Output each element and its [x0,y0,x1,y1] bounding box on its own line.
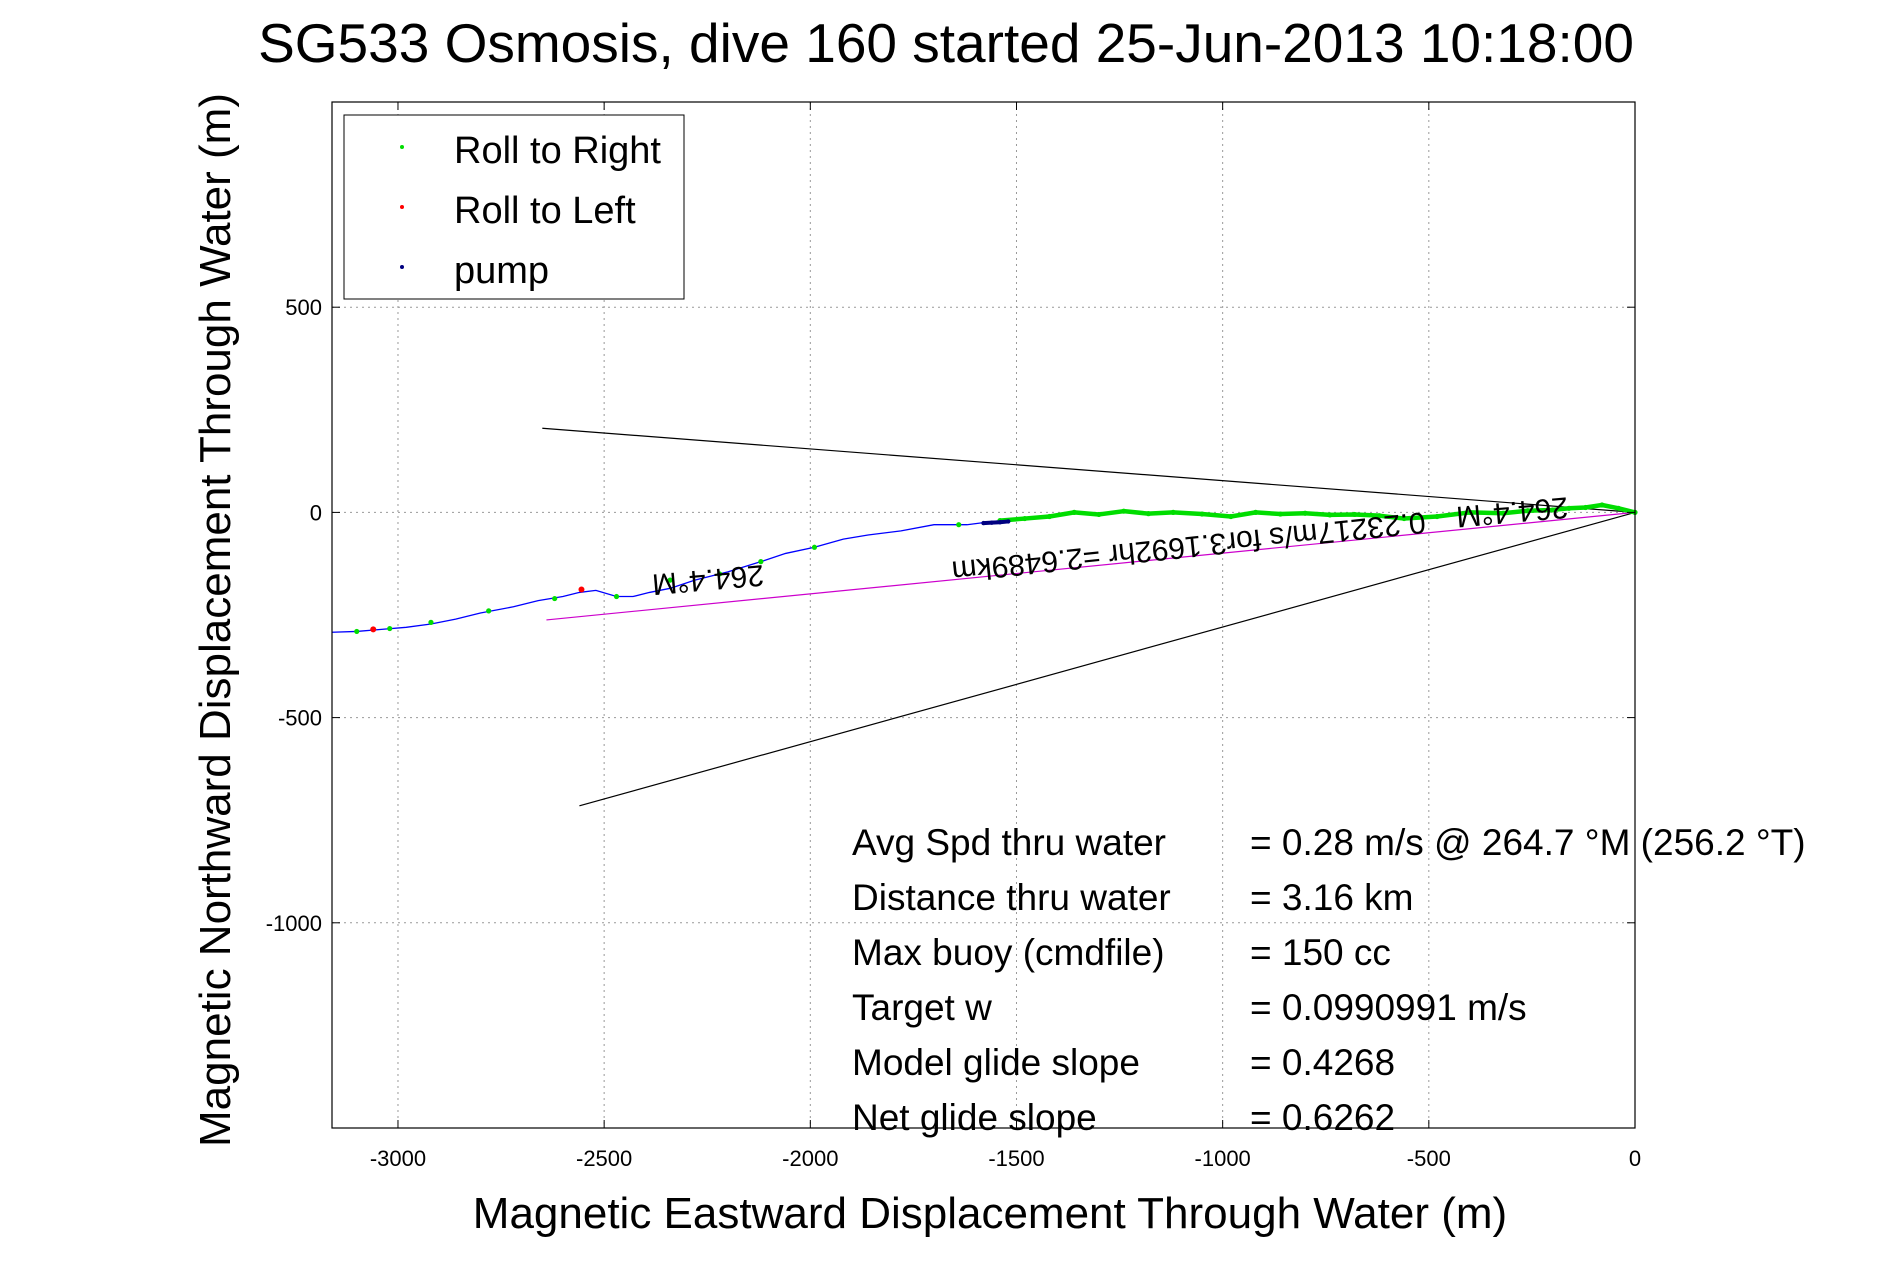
stat-label: Max buoy (cmdfile) [852,932,1165,973]
roll-right-point [1199,511,1205,517]
legend-marker [400,205,404,209]
roll-right-point [1549,507,1556,513]
roll-right-point [1566,505,1572,511]
reference-line [579,511,1636,807]
y-tick-label: 0 [310,500,322,525]
axis-ticks: -3000 -2500 -2000 -1500 -1000 -500 0 500 0 -500 -1… [266,102,1641,1171]
x-axis-label: Magnetic Eastward Displacement Through W… [473,1189,1507,1238]
roll-right-point [1228,513,1234,520]
roll-left-point [370,626,377,633]
pump-segment [983,519,1009,526]
y-tick-label: 500 [285,295,322,320]
roll-right-point [758,559,764,565]
roll-right-point [1145,511,1152,517]
stat-value: = 0.28 m/s @ 264.7 °M (256.2 °T) [1250,822,1806,863]
roll-right-point [1500,510,1506,516]
roll-right-point [1096,511,1102,518]
x-tick-label: -1000 [1195,1146,1251,1171]
stat-value: = 0.4268 [1250,1042,1395,1083]
legend-label: pump [454,250,549,292]
roll-right-point [1434,513,1440,520]
legend-label: Roll to Right [454,130,661,172]
roll-right-point [354,628,360,635]
stat-value: = 3.16 km [1250,877,1414,918]
gridlines [332,102,1635,1128]
reference-line [542,427,1636,513]
roll-right-point [1277,511,1283,517]
stat-label: Distance thru water [852,877,1171,918]
chart-title: SG533 Osmosis, dive 160 started 25-Jun-2… [258,12,1634,74]
x-tick-label: -1500 [988,1146,1044,1171]
roll-right-point [1071,509,1077,515]
y-axis-label: Magnetic Northward Displacement Through … [191,93,240,1147]
stat-label: Avg Spd thru water [852,822,1166,863]
stats-block: Avg Spd thru water = 0.28 m/s @ 264.7 °M … [852,822,1806,1138]
roll-right-point [1022,515,1028,522]
roll-right-point [1525,508,1531,514]
roll-right-point [1401,515,1407,522]
roll-right-point [1121,508,1127,514]
reference-line [546,511,1636,621]
y-tick-label: -500 [278,706,322,731]
roll-right-point [428,619,434,625]
legend-marker [400,145,404,149]
stat-value: = 150 cc [1250,932,1391,973]
roll-right-point [1467,509,1473,515]
pump-point [981,520,986,526]
roll-right-point [1327,512,1333,518]
roll-right-point [486,608,492,614]
roll-right-point [1253,509,1259,515]
roll-right-point [1352,511,1358,518]
legend: Roll to Right Roll to Left pump [343,114,685,300]
data-series [331,502,1638,635]
roll-right-point [1599,502,1605,508]
roll-right-point [1582,504,1589,511]
x-tick-label: -2500 [576,1146,632,1171]
roll-right-point [552,595,558,602]
roll-right-point [387,625,393,632]
roll-right-point [1302,510,1308,516]
legend-marker [400,265,404,269]
stat-value: = 0.6262 [1250,1097,1395,1138]
stat-label: Model glide slope [852,1042,1140,1083]
roll-right-point [717,571,723,577]
stat-label: Target w [852,987,992,1028]
roll-right-point [1170,509,1176,515]
x-tick-label: 0 [1629,1146,1641,1171]
stat-value: = 0.0990991 m/s [1250,987,1527,1028]
roll-right-point [1615,505,1622,511]
roll-right-point [956,522,962,528]
roll-right-point [667,577,673,583]
axes-frame [331,101,1636,1129]
roll-right-point [1376,513,1382,519]
roll-right-point [811,544,818,550]
x-tick-label: -3000 [370,1146,426,1171]
pump-point [989,520,994,525]
roll-right-point [1046,513,1053,520]
roll-right-point [613,593,620,600]
stat-label: Net glide slope [852,1097,1097,1138]
pump-point [1006,519,1011,524]
roll-left-point [578,586,585,593]
reference-lines [542,427,1636,807]
pump-point [997,520,1003,525]
x-tick-label: -2000 [782,1146,838,1171]
x-tick-label: -500 [1407,1146,1451,1171]
legend-label: Roll to Left [454,190,636,232]
y-tick-label: -1000 [266,911,322,936]
